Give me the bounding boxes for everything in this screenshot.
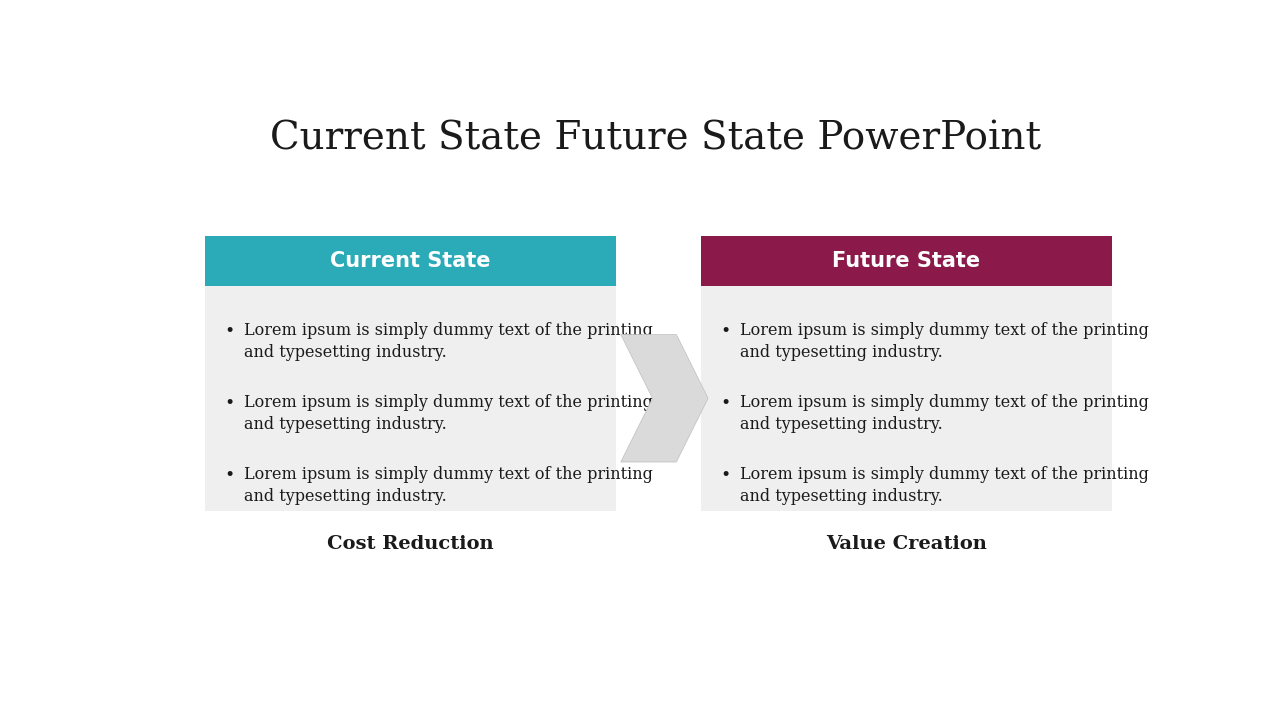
Bar <box>700 236 1112 286</box>
Text: •: • <box>224 322 234 340</box>
Text: Lorem ipsum is simply dummy text of the printing
and typesetting industry.: Lorem ipsum is simply dummy text of the … <box>740 322 1149 361</box>
Text: Current State Future State PowerPoint: Current State Future State PowerPoint <box>270 120 1042 158</box>
Text: Cost Reduction: Cost Reduction <box>328 535 494 553</box>
Text: Lorem ipsum is simply dummy text of the printing
and typesetting industry.: Lorem ipsum is simply dummy text of the … <box>740 394 1149 433</box>
Text: Lorem ipsum is simply dummy text of the printing
and typesetting industry.: Lorem ipsum is simply dummy text of the … <box>244 322 653 361</box>
Polygon shape <box>621 335 708 462</box>
Text: •: • <box>224 394 234 412</box>
Text: •: • <box>224 466 234 484</box>
Text: Lorem ipsum is simply dummy text of the printing
and typesetting industry.: Lorem ipsum is simply dummy text of the … <box>244 394 653 433</box>
Text: •: • <box>721 394 731 412</box>
Text: Lorem ipsum is simply dummy text of the printing
and typesetting industry.: Lorem ipsum is simply dummy text of the … <box>244 466 653 505</box>
Text: Lorem ipsum is simply dummy text of the printing
and typesetting industry.: Lorem ipsum is simply dummy text of the … <box>740 466 1149 505</box>
Bar <box>205 236 617 286</box>
Text: Current State: Current State <box>330 251 490 271</box>
Text: •: • <box>721 466 731 484</box>
Text: •: • <box>721 322 731 340</box>
Text: Value Creation: Value Creation <box>826 535 987 553</box>
Text: Future State: Future State <box>832 251 980 271</box>
Bar <box>700 236 1112 510</box>
Bar <box>205 236 617 510</box>
